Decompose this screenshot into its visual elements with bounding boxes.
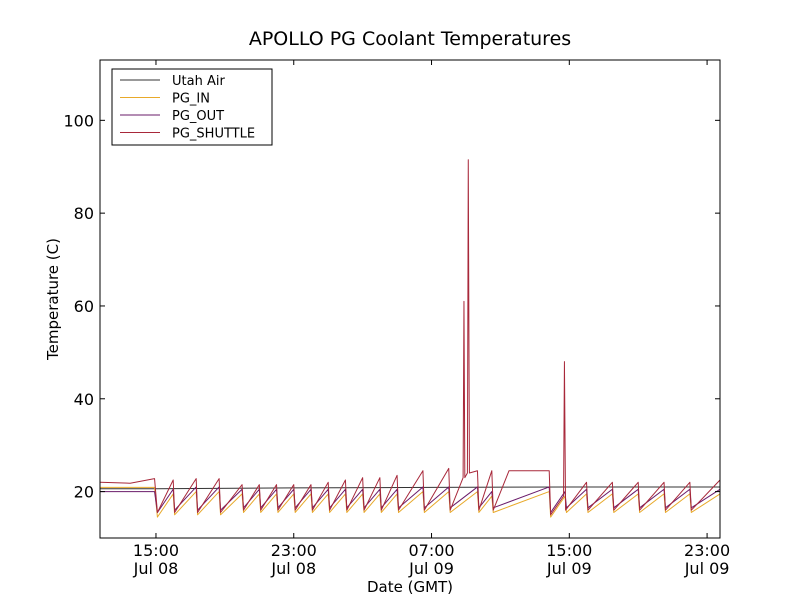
legend-label-2: PG_OUT — [172, 109, 224, 124]
y-axis: 20 40 60 80 100 — [63, 111, 720, 502]
x-tick-date-label-0: Jul 08 — [133, 559, 179, 578]
legend-label-0: Utah Air — [172, 74, 225, 89]
x-axis-label: Date (GMT) — [367, 578, 453, 596]
y-tick-label-2: 60 — [74, 297, 94, 316]
x-tick-time-label-4: 23:00 — [684, 541, 730, 560]
y-tick-label-4: 100 — [63, 111, 94, 130]
x-tick-date-label-2: Jul 09 — [408, 559, 454, 578]
x-tick-date-label-4: Jul 09 — [684, 559, 730, 578]
x-tick-time-label-0: 15:00 — [133, 541, 179, 560]
series-line-3 — [99, 159, 721, 516]
x-tick-date-label-1: Jul 08 — [270, 559, 316, 578]
legend-label-3: PG_SHUTTLE — [172, 127, 255, 142]
series-layer — [99, 159, 721, 518]
chart-title: APOLLO PG Coolant Temperatures — [249, 28, 571, 50]
y-axis-label: Temperature (C) — [44, 238, 62, 361]
y-tick-label-1: 40 — [74, 390, 94, 409]
plot-frame — [99, 59, 721, 539]
legend: Utah Air PG_IN PG_OUT PG_SHUTTLE — [111, 68, 273, 146]
x-tick-date-label-3: Jul 09 — [546, 559, 592, 578]
x-tick-time-label-3: 15:00 — [546, 541, 592, 560]
y-tick-label-3: 80 — [74, 204, 94, 223]
y-tick-label-0: 20 — [74, 483, 94, 502]
x-tick-time-label-2: 07:00 — [408, 541, 454, 560]
legend-label-1: PG_IN — [172, 92, 210, 107]
x-tick-time-label-1: 23:00 — [271, 541, 317, 560]
